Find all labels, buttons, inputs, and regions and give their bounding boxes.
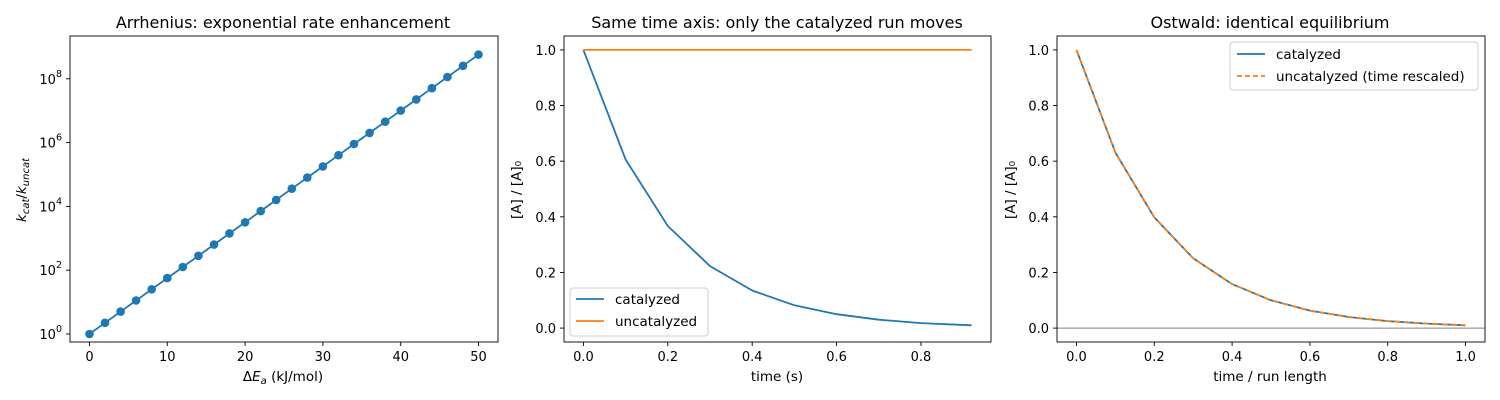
panel-3-ylabel: [A] / [A]₀ xyxy=(1003,161,1019,219)
panel-2-frame xyxy=(563,35,992,343)
panel-3-legend: catalyzed uncatalyzed (time rescaled) xyxy=(1229,41,1479,91)
x-tick-label: 0.2 xyxy=(657,350,678,365)
panel-3-xlabel: time / run length xyxy=(1213,369,1327,385)
panel-2-ylabel: [A] / [A]₀ xyxy=(509,161,525,219)
data-point xyxy=(100,318,110,328)
y-tick-label: 0.2 xyxy=(535,266,556,281)
legend-label-catalyzed: catalyzed xyxy=(1276,47,1341,63)
x-tick-label: 40 xyxy=(392,350,409,365)
data-point xyxy=(209,240,219,249)
x-tick-label: 30 xyxy=(315,350,332,365)
data-point xyxy=(85,329,94,339)
panel-3-series xyxy=(1057,49,1485,329)
panel-1-title: Arrhenius: exponential rate enhancement xyxy=(116,13,450,32)
data-point xyxy=(240,218,250,227)
panel-2-title: Same time axis: only the catalyzed run m… xyxy=(591,13,963,32)
panel-1-ylabel: kcat/kuncat xyxy=(14,157,32,222)
y-tick-label: 104 xyxy=(39,196,62,215)
data-point xyxy=(163,273,172,283)
y-tick-label: 1.0 xyxy=(535,44,556,59)
y-tick-label: 102 xyxy=(39,260,62,279)
y-tick-label: 0.2 xyxy=(1028,266,1049,281)
data-point xyxy=(225,229,234,238)
panel-2-yticks: 0.0 0.2 0.4 0.6 0.8 1.0 xyxy=(535,44,564,337)
x-tick-label: 0.0 xyxy=(1066,350,1087,365)
x-tick-label: 0.4 xyxy=(1222,350,1243,365)
panel-1-xlabel: ΔEa (kJ/mol) xyxy=(243,369,323,387)
x-tick-label: 0.0 xyxy=(573,350,594,365)
panel-3-xticks: 0.0 0.2 0.4 0.6 0.8 1.0 xyxy=(1066,342,1476,365)
x-tick-label: 50 xyxy=(470,350,487,365)
panel-1-frame xyxy=(69,35,499,343)
x-tick-label: 0.4 xyxy=(742,350,763,365)
x-tick-label: 0.6 xyxy=(1300,350,1321,365)
x-tick-label: 0 xyxy=(85,350,93,365)
data-point xyxy=(427,83,437,93)
x-tick-label: 10 xyxy=(159,350,176,365)
panel-1-xticks: 0 10 20 30 40 50 xyxy=(85,342,487,365)
panel-2-xlabel: time (s) xyxy=(751,369,803,385)
panel-3-frame xyxy=(1056,35,1486,343)
y-tick-label: 0.4 xyxy=(1028,211,1049,226)
data-point xyxy=(256,206,266,216)
data-point xyxy=(287,184,297,193)
y-tick-label: 106 xyxy=(39,133,62,152)
data-point xyxy=(380,117,390,126)
data-point xyxy=(412,95,421,104)
data-point xyxy=(131,296,141,305)
x-tick-label: 20 xyxy=(237,350,254,365)
data-point xyxy=(349,139,359,149)
legend-box xyxy=(1229,41,1479,91)
panel-arrhenius: Arrhenius: exponential rate enhancement … xyxy=(14,13,499,387)
data-point xyxy=(178,262,188,272)
y-tick-label: 100 xyxy=(39,324,62,343)
data-point xyxy=(147,285,156,294)
panel-1-yticks: 100 102 104 106 108 xyxy=(39,69,70,343)
data-point xyxy=(303,173,312,182)
panel-ostwald: Ostwald: identical equilibrium 0.0 0.2 0.4… xyxy=(1003,13,1486,385)
data-point xyxy=(365,128,374,138)
x-tick-label: 1.0 xyxy=(1455,350,1476,365)
legend-label-uncatalyzed: uncatalyzed xyxy=(615,314,697,330)
data-point xyxy=(271,195,281,205)
data-point xyxy=(396,106,406,115)
series-line-catalyzed xyxy=(582,49,972,327)
y-tick-label: 0.6 xyxy=(535,155,556,170)
data-point xyxy=(334,150,343,160)
series-line-catalyzed xyxy=(1075,49,1466,327)
panel-3-yticks: 0.0 0.2 0.4 0.6 0.8 1.0 xyxy=(1028,44,1057,337)
y-tick-label: 0.4 xyxy=(535,211,556,226)
series-line-uncatalyzed-time-rescaled xyxy=(1075,49,1466,327)
data-point xyxy=(318,162,328,171)
legend-label-uncatalyzed-rescaled: uncatalyzed (time rescaled) xyxy=(1276,69,1465,85)
y-tick-label: 0.6 xyxy=(1028,155,1049,170)
panel-1-series xyxy=(85,50,483,339)
x-tick-label: 0.2 xyxy=(1144,350,1165,365)
y-tick-label: 1.0 xyxy=(1028,44,1049,59)
x-tick-label: 0.8 xyxy=(1377,350,1398,365)
data-point xyxy=(458,61,468,71)
y-tick-label: 0.0 xyxy=(1028,322,1049,337)
y-tick-label: 0.8 xyxy=(535,100,556,115)
series-line-series-0 xyxy=(88,53,480,335)
panel-2-series xyxy=(582,49,972,327)
data-point xyxy=(194,251,203,261)
y-tick-label: 0.0 xyxy=(535,322,556,337)
y-tick-label: 0.8 xyxy=(1028,100,1049,115)
x-tick-label: 0.6 xyxy=(826,350,847,365)
data-point xyxy=(443,72,452,82)
panel-same-time-axis: Same time axis: only the catalyzed run m… xyxy=(509,13,992,385)
legend-box xyxy=(569,287,709,337)
panel-3-title: Ostwald: identical equilibrium xyxy=(1151,13,1390,32)
data-point xyxy=(116,307,125,316)
panel-2-legend: catalyzed uncatalyzed xyxy=(569,287,709,337)
data-point xyxy=(474,50,483,59)
panel-2-xticks: 0.0 0.2 0.4 0.6 0.8 xyxy=(573,342,931,365)
legend-label-catalyzed: catalyzed xyxy=(615,292,680,308)
y-tick-label: 108 xyxy=(39,69,62,88)
x-tick-label: 0.8 xyxy=(911,350,932,365)
